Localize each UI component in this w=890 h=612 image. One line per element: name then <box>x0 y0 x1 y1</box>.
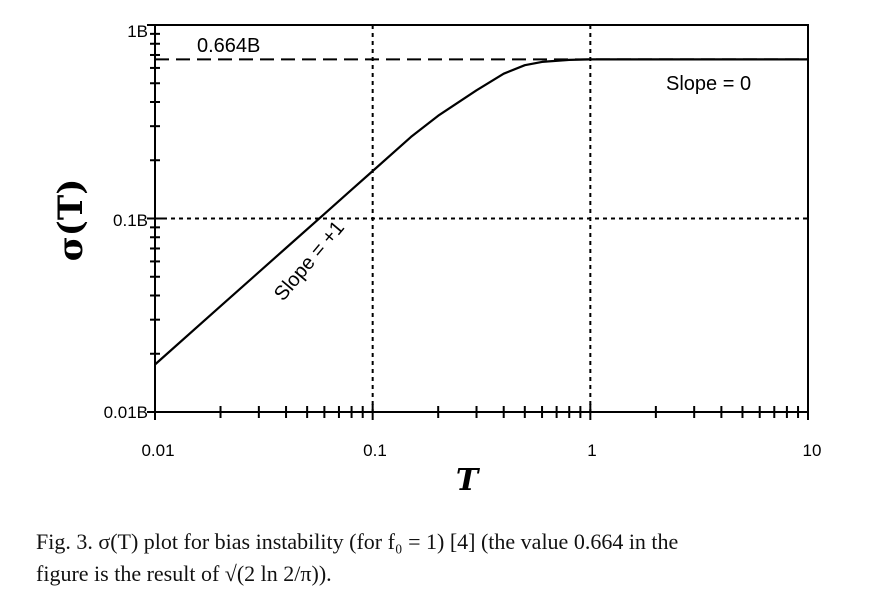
chart-svg: 0.664B Slope = 0 Slope = +1 1B 0.1B 0.01… <box>51 22 822 498</box>
y-tick-label-1B: 1B <box>127 22 148 41</box>
x-tick-label-0.1: 0.1 <box>363 441 387 460</box>
figure-caption: Fig. 3. σ(T) plot for bias instability (… <box>36 526 866 590</box>
y-tick-label-0.01B: 0.01B <box>104 403 148 422</box>
annotation-slope-plus-one: Slope = +1 <box>270 217 349 305</box>
x-tick-label-0.01: 0.01 <box>141 441 174 460</box>
series-line-sigma <box>154 58 808 366</box>
annotation-slope-zero: Slope = 0 <box>666 73 751 95</box>
grid-lines <box>155 25 808 412</box>
reference-line-label: 0.664B <box>197 35 260 57</box>
series-group <box>154 58 808 366</box>
caption-line-1: Fig. 3. σ(T) plot for bias instability (… <box>36 529 679 554</box>
caption-line-2: figure is the result of √(2 ln 2/π)). <box>36 561 332 586</box>
x-axis-label: T <box>456 463 481 498</box>
x-tick-label-1: 1 <box>587 441 596 460</box>
x-tick-label-10: 10 <box>803 441 822 460</box>
axis-ticks <box>147 24 809 420</box>
y-tick-label-0.1B: 0.1B <box>113 211 148 230</box>
y-axis-label: σ(T) <box>51 179 91 262</box>
